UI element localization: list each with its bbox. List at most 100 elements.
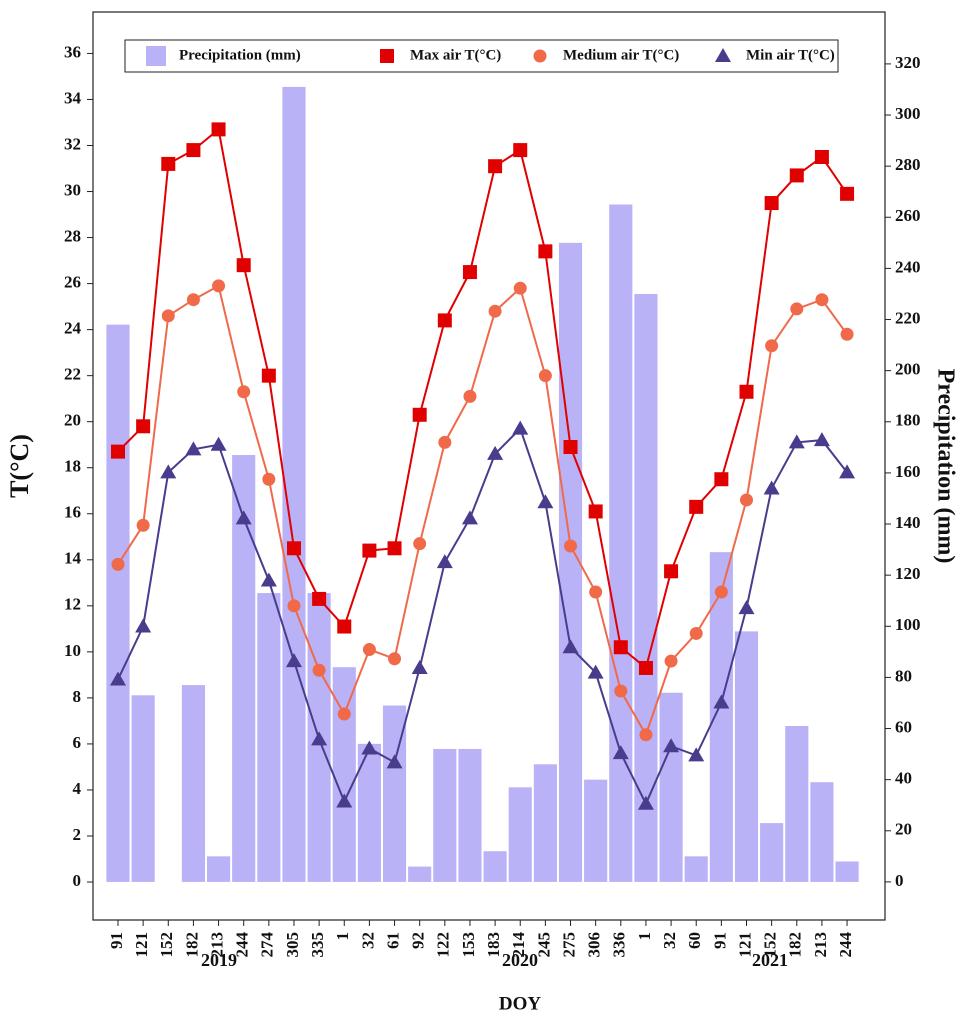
bar xyxy=(408,866,432,882)
bar xyxy=(835,861,859,882)
marker xyxy=(161,309,175,323)
x-tick-label: 1 xyxy=(635,932,654,941)
legend-swatch xyxy=(146,46,166,66)
marker xyxy=(513,143,528,158)
y2-tick-label: 20 xyxy=(895,820,912,839)
y2-tick-label: 320 xyxy=(895,53,921,72)
bar xyxy=(634,293,658,882)
marker xyxy=(538,369,552,383)
marker xyxy=(840,327,854,341)
marker xyxy=(487,445,504,460)
marker xyxy=(237,385,251,399)
y-tick-label: 16 xyxy=(64,503,81,522)
marker xyxy=(235,510,252,525)
y2-tick-label: 200 xyxy=(895,360,921,379)
bar xyxy=(533,764,557,882)
y-tick-label: 32 xyxy=(64,134,81,153)
marker xyxy=(388,652,402,666)
x-tick-label: 61 xyxy=(383,932,402,949)
x-tick-label: 153 xyxy=(459,932,478,958)
marker xyxy=(637,795,654,810)
marker xyxy=(764,196,779,211)
bar xyxy=(458,748,482,882)
marker xyxy=(436,554,453,569)
bar xyxy=(659,692,683,882)
x-tick-label: 152 xyxy=(157,932,176,958)
marker xyxy=(789,168,804,183)
year-label: 2020 xyxy=(502,950,538,970)
bar xyxy=(609,204,633,882)
marker xyxy=(337,707,351,721)
plot-frame xyxy=(92,11,886,921)
bar xyxy=(181,685,205,882)
marker xyxy=(161,156,176,171)
x-tick-label: 306 xyxy=(585,932,604,958)
legend-marker xyxy=(715,48,731,62)
marker xyxy=(463,389,477,403)
y2-tick-label: 80 xyxy=(895,666,912,685)
marker xyxy=(186,143,201,158)
y-tick-label: 4 xyxy=(73,779,82,798)
line xyxy=(117,127,848,670)
marker xyxy=(185,441,202,456)
x-tick-label: 275 xyxy=(559,932,578,958)
marker xyxy=(614,684,628,698)
y-tick-label: 28 xyxy=(64,226,81,245)
marker xyxy=(312,591,327,606)
x-tick-label: 92 xyxy=(409,932,428,949)
marker xyxy=(739,384,754,399)
x-tick-label: 1 xyxy=(333,932,352,941)
marker xyxy=(564,539,578,553)
y-tick-label: 6 xyxy=(73,733,82,752)
y-tick-label: 24 xyxy=(64,319,82,338)
bar xyxy=(709,552,733,882)
marker xyxy=(689,626,703,640)
marker xyxy=(362,543,377,558)
x-axis-label: DOY xyxy=(499,993,542,1014)
x-tick-label: 91 xyxy=(107,932,126,949)
marker xyxy=(461,510,478,525)
y2-tick-label: 100 xyxy=(895,615,921,634)
x-tick-label: 32 xyxy=(660,932,679,949)
bar xyxy=(734,631,759,882)
marker xyxy=(790,302,804,316)
y-tick-label: 10 xyxy=(64,641,81,660)
marker xyxy=(387,541,402,556)
y2-tick-label: 300 xyxy=(895,104,921,123)
x-tick-label: 32 xyxy=(358,932,377,949)
bar xyxy=(483,851,507,882)
x-tick-label: 214 xyxy=(509,932,528,958)
marker xyxy=(738,600,755,615)
marker xyxy=(664,654,678,668)
marker xyxy=(285,653,302,668)
marker xyxy=(411,659,428,674)
x-tick-label: 60 xyxy=(685,932,704,949)
bar xyxy=(508,787,532,882)
x-tick-label: 213 xyxy=(811,932,830,958)
marker xyxy=(562,639,579,654)
y2-tick-label: 220 xyxy=(895,308,921,327)
marker xyxy=(261,368,276,383)
marker xyxy=(763,480,780,495)
marker xyxy=(563,440,578,455)
marker xyxy=(236,258,251,273)
marker xyxy=(714,472,729,487)
marker xyxy=(488,304,502,318)
marker xyxy=(589,585,603,599)
x-tick-label: 305 xyxy=(283,932,302,958)
legend-marker xyxy=(380,49,394,63)
marker xyxy=(714,585,728,599)
year-label: 2019 xyxy=(201,950,237,970)
marker xyxy=(386,754,403,769)
marker xyxy=(813,432,830,447)
marker xyxy=(765,339,779,353)
x-tick-label: 122 xyxy=(434,932,453,958)
x-tick-label: 183 xyxy=(484,932,503,958)
y2-tick-label: 140 xyxy=(895,513,921,532)
x-tick-label: 274 xyxy=(258,932,277,958)
marker xyxy=(286,541,301,556)
marker xyxy=(186,293,200,307)
marker xyxy=(135,618,152,633)
year-label: 2021 xyxy=(752,950,788,970)
marker xyxy=(311,731,328,746)
